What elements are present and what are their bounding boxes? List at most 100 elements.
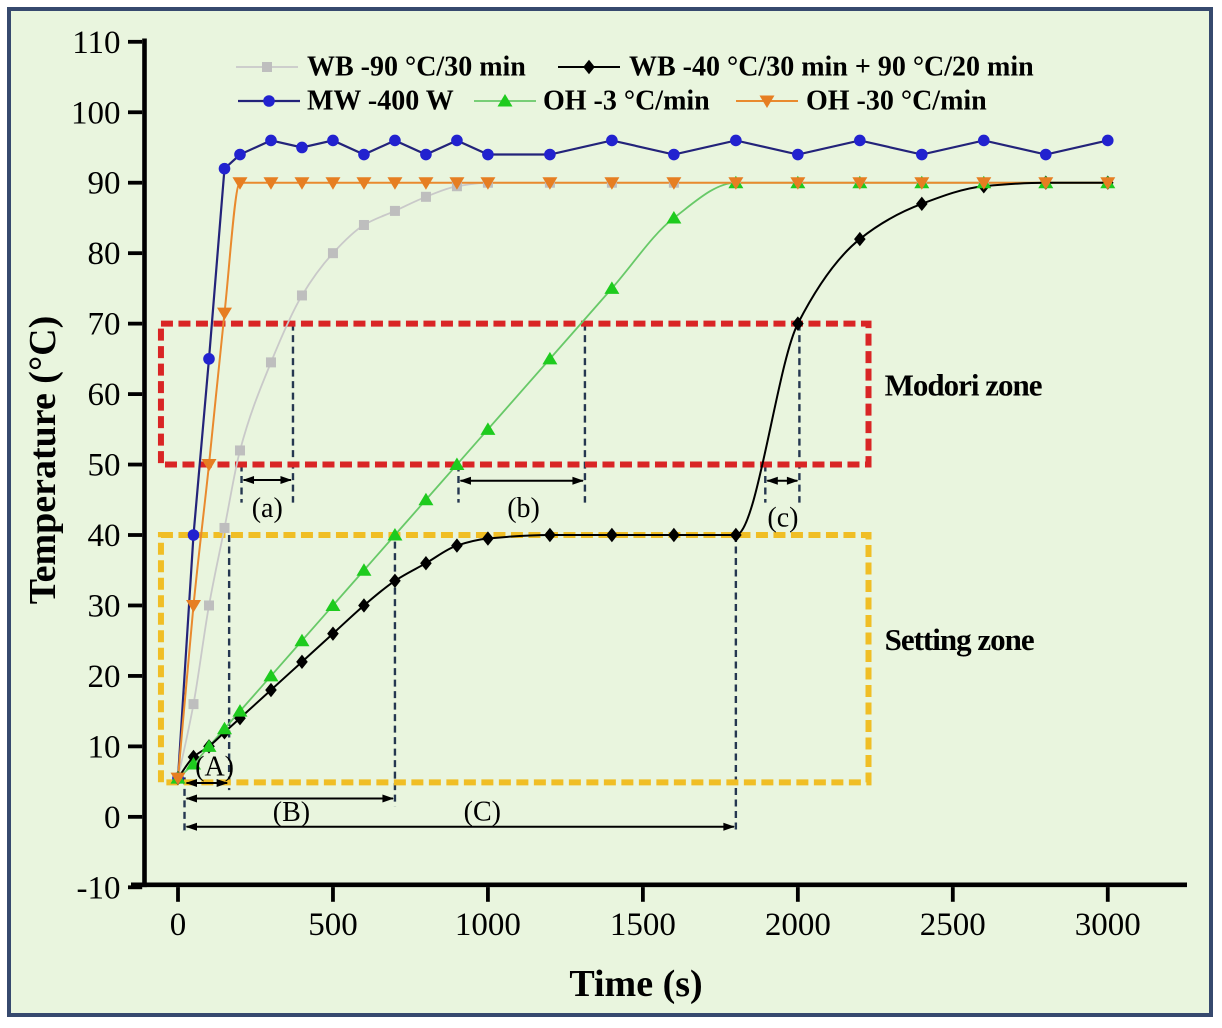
marker-circle (854, 134, 866, 147)
y-tick-label: 80 (88, 236, 121, 272)
marker-triangle-down (201, 459, 217, 472)
marker-triangle-up (542, 351, 558, 365)
marker-triangle-down (1100, 177, 1116, 190)
marker-triangle-up (480, 422, 496, 435)
marker-circle (1039, 148, 1052, 161)
marker-diamond (916, 196, 928, 212)
marker-triangle-down (604, 177, 620, 190)
marker-triangle-up (201, 739, 217, 752)
marker-square (203, 600, 214, 611)
legend-label-0: WB -90 °C/30 min (307, 52, 526, 83)
marker-square (358, 219, 369, 230)
marker-triangle-down (185, 599, 201, 613)
series-line-0 (177, 181, 1108, 779)
arrow-head (723, 822, 735, 831)
marker-circle (234, 148, 246, 161)
marker-triangle-up (418, 492, 434, 506)
marker-triangle-up (232, 704, 248, 717)
y-tick-label: 20 (88, 659, 121, 695)
arrow-head (572, 476, 584, 485)
marker-triangle-down (294, 177, 310, 190)
marker-diamond (730, 527, 742, 543)
y-tick-label: 50 (88, 448, 121, 484)
marker-triangle-down (356, 177, 372, 190)
y-tick-label: 40 (88, 518, 121, 554)
marker-circle (916, 148, 928, 161)
marker-square (265, 357, 276, 368)
figure-frame (7, 7, 1213, 1017)
marker-triangle-up (263, 668, 279, 682)
marker-triangle-down (728, 177, 744, 190)
marker-circle (327, 134, 339, 147)
x-tick-label: 3000 (1075, 907, 1141, 943)
marker-circle (606, 134, 618, 147)
marker-square (188, 699, 199, 710)
arrow-head (280, 476, 292, 485)
y-tick-label: 70 (88, 307, 121, 343)
marker-square (389, 205, 400, 216)
arrow-head (216, 779, 229, 788)
y-tick-label: 10 (88, 729, 121, 765)
marker-circle (420, 148, 432, 161)
marker-circle (218, 162, 231, 175)
arrow-head (459, 476, 471, 485)
marker-triangle-up (185, 756, 201, 770)
marker-diamond (544, 527, 556, 543)
legend: WB -90 °C/30 min WB -40 °C/30 min + 90 °C… (236, 52, 1034, 117)
marker-circle (358, 148, 370, 161)
marker-triangle-down (387, 177, 403, 190)
marker-triangle-down (759, 95, 775, 108)
marker-circle (187, 529, 200, 541)
x-axis-title: Time (s) (569, 963, 702, 1005)
y-tick-label: 60 (88, 377, 121, 413)
x-tick-label: 500 (308, 907, 358, 943)
zone-label-0: Modori zone (885, 367, 1042, 402)
marker-triangle-down (170, 772, 186, 786)
arrow-head (185, 822, 198, 831)
y-tick-label: 110 (72, 25, 120, 61)
marker-triangle-down (418, 177, 434, 190)
arrow-head (185, 794, 198, 803)
marker-diamond (792, 316, 804, 331)
x-tick-label: 1500 (610, 907, 676, 943)
marker-square (296, 290, 307, 301)
interval-label: (C) (464, 797, 501, 828)
marker-triangle-down (542, 177, 558, 190)
marker-square (420, 191, 431, 202)
legend-label-2: OH -3 °C/min (543, 86, 710, 117)
marker-triangle-up (356, 563, 372, 576)
marker-triangle-down (1038, 177, 1054, 190)
arrow-head (786, 476, 799, 485)
marker-circle (482, 148, 494, 161)
marker-circle (389, 134, 401, 147)
marker-triangle-up (497, 94, 513, 107)
interval-label: (B) (273, 797, 310, 828)
interval-label: (b) (507, 493, 540, 524)
marker-circle (296, 141, 308, 154)
marker-triangle-down (480, 177, 496, 190)
marker-circle (730, 134, 742, 147)
marker-circle (1101, 134, 1114, 147)
x-tick-label: 2000 (765, 907, 831, 943)
marker-triangle-down (976, 177, 992, 190)
y-tick-label: 0 (104, 800, 121, 836)
marker-triangle-down (449, 177, 465, 190)
marker-circle (451, 134, 463, 147)
marker-diamond (668, 527, 680, 543)
marker-triangle-down (216, 307, 232, 321)
marker-triangle-up (604, 281, 620, 294)
marker-diamond (389, 573, 401, 589)
legend-label-3: OH -30 °C/min (806, 86, 987, 117)
interval-label: (A) (195, 751, 234, 782)
marker-square (234, 445, 245, 456)
marker-circle (544, 148, 556, 161)
marker-diamond (358, 598, 370, 613)
marker-diamond (327, 626, 339, 641)
marker-circle (792, 148, 804, 161)
y-tick-label: 90 (88, 166, 121, 202)
series-markers-2 (170, 175, 1116, 784)
marker-diamond (296, 654, 308, 670)
interval-arrows: (a) (b) (c) (A) (B) (C) (185, 476, 799, 831)
marker-square (327, 248, 338, 259)
